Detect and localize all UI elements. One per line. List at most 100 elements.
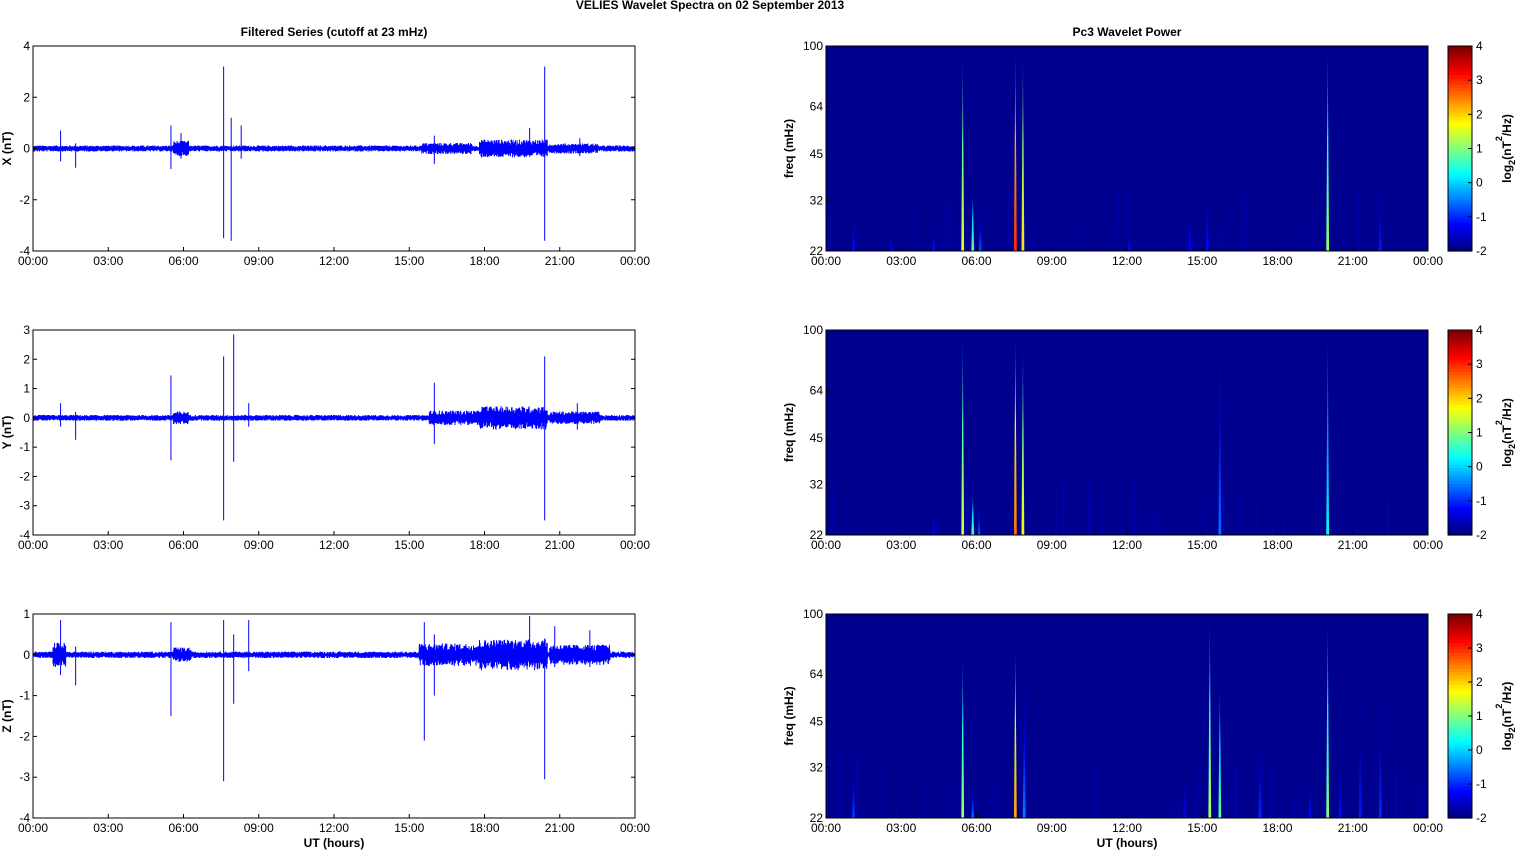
colorbar-segment <box>1448 161 1472 166</box>
colorbar: -2 -1 0 1 2 3 4 log2(nT2/Hz) <box>1447 323 1515 542</box>
y-tick-label: -4 <box>19 244 30 258</box>
y-axis-label: Z (nT) <box>0 699 14 732</box>
x-tick-label: 03:00 <box>93 821 123 835</box>
x-tick-label: 15:00 <box>394 538 424 552</box>
colorbar-tick-label: 3 <box>1476 73 1483 87</box>
colorbar-segment <box>1448 445 1472 450</box>
colorbar-segment <box>1448 148 1472 153</box>
colorbar-segment <box>1448 502 1472 507</box>
x-tick-label: 15:00 <box>1187 538 1217 552</box>
colorbar-segment <box>1448 741 1472 746</box>
power-streak <box>1205 154 1209 251</box>
colorbar-tick-label: 4 <box>1476 39 1483 53</box>
colorbar-segment <box>1448 225 1472 230</box>
colorbar-segment <box>1448 506 1472 510</box>
colorbar-segment <box>1448 228 1472 233</box>
x-tick-label: 15:00 <box>1187 821 1217 835</box>
colorbar-segment <box>1448 531 1472 536</box>
colorbar-segment <box>1448 231 1472 236</box>
colorbar-segment <box>1448 693 1472 698</box>
colorbar-segment <box>1448 518 1472 523</box>
colorbar-segment <box>1448 773 1472 778</box>
power-streak <box>1013 644 1017 818</box>
colorbar-tick-label: 2 <box>1476 391 1483 405</box>
colorbar-segment <box>1448 222 1472 226</box>
colorbar-segment <box>1448 349 1472 354</box>
power-streak <box>961 652 965 818</box>
x-tick-label: 09:00 <box>1037 821 1067 835</box>
colorbar-segment <box>1448 151 1472 156</box>
colorbar-tick-label: -1 <box>1476 494 1487 508</box>
spectrum-background <box>826 46 1428 251</box>
y-tick-label: 64 <box>810 99 824 113</box>
y-axis-label: freq (mHz) <box>782 119 796 178</box>
colorbar-segment <box>1448 52 1472 57</box>
colorbar-segment <box>1448 330 1472 334</box>
colorbar-segment <box>1448 802 1472 806</box>
colorbar-segment <box>1448 770 1472 774</box>
colorbar-segment <box>1448 716 1472 720</box>
x-tick-label: 12:00 <box>1112 254 1142 268</box>
power-streak <box>1128 218 1131 251</box>
y-tick-label: 22 <box>810 528 824 542</box>
colorbar-segment <box>1448 706 1472 711</box>
colorbar-segment <box>1448 451 1472 456</box>
colorbar-segment <box>1448 515 1472 520</box>
colorbar-segment <box>1448 209 1472 214</box>
colorbar-segment <box>1448 119 1472 124</box>
colorbar-segment <box>1448 493 1472 498</box>
colorbar-segment <box>1448 633 1472 637</box>
colorbar-segment <box>1448 435 1472 440</box>
power-streak <box>1378 682 1382 818</box>
power-streak <box>1013 46 1017 251</box>
colorbar-segment <box>1448 135 1472 140</box>
colorbar-segment <box>1448 339 1472 344</box>
colorbar-segment <box>1448 215 1472 220</box>
colorbar-segment <box>1448 371 1472 376</box>
colorbar-segment <box>1448 700 1472 704</box>
y-tick-label: -2 <box>19 469 30 483</box>
colorbar-segment <box>1448 247 1472 252</box>
colorbar-segment <box>1448 645 1472 650</box>
x-tick-label: 00:00 <box>620 821 650 835</box>
colorbar-segment <box>1448 728 1472 733</box>
y-tick-label: 100 <box>803 607 823 621</box>
y-tick-label: -2 <box>19 729 30 743</box>
colorbar-tick-label: 3 <box>1476 357 1483 371</box>
colorbar-segment <box>1448 387 1472 392</box>
x-tick-label: 06:00 <box>961 254 991 268</box>
colorbar-segment <box>1448 62 1472 66</box>
colorbar-segment <box>1448 94 1472 98</box>
x-tick-label: 00:00 <box>811 821 841 835</box>
colorbar-segment <box>1448 703 1472 708</box>
y-axis-label: Y (nT) <box>0 416 14 450</box>
colorbar-segment <box>1448 206 1472 210</box>
colorbar-segment <box>1448 238 1472 242</box>
x-tick-label: 03:00 <box>886 821 916 835</box>
power-streak <box>977 502 981 535</box>
power-streak <box>1022 682 1026 818</box>
colorbar-segment <box>1448 106 1472 111</box>
colorbar-tick-label: -1 <box>1476 210 1487 224</box>
colorbar-segment <box>1448 474 1472 478</box>
power-streak <box>852 192 855 251</box>
colorbar-segment <box>1448 617 1472 621</box>
power-streak <box>932 493 936 535</box>
y-tick-label: 4 <box>23 39 30 53</box>
colorbar-segment <box>1448 333 1472 337</box>
colorbar-segment <box>1448 623 1472 628</box>
colorbar-segment <box>1448 798 1472 803</box>
colorbar-segment <box>1448 808 1472 813</box>
colorbar-segment <box>1448 355 1472 360</box>
y-tick-label: 32 <box>810 761 824 775</box>
colorbar-segment <box>1448 394 1472 398</box>
colorbar-segment <box>1448 786 1472 790</box>
colorbar-tick-label: 1 <box>1476 426 1483 440</box>
colorbar-segment <box>1448 403 1472 408</box>
colorbar-segment <box>1448 116 1472 121</box>
colorbar-segment <box>1448 639 1472 644</box>
power-streak <box>932 218 936 251</box>
colorbar-segment <box>1448 158 1472 162</box>
power-streak <box>961 332 965 535</box>
